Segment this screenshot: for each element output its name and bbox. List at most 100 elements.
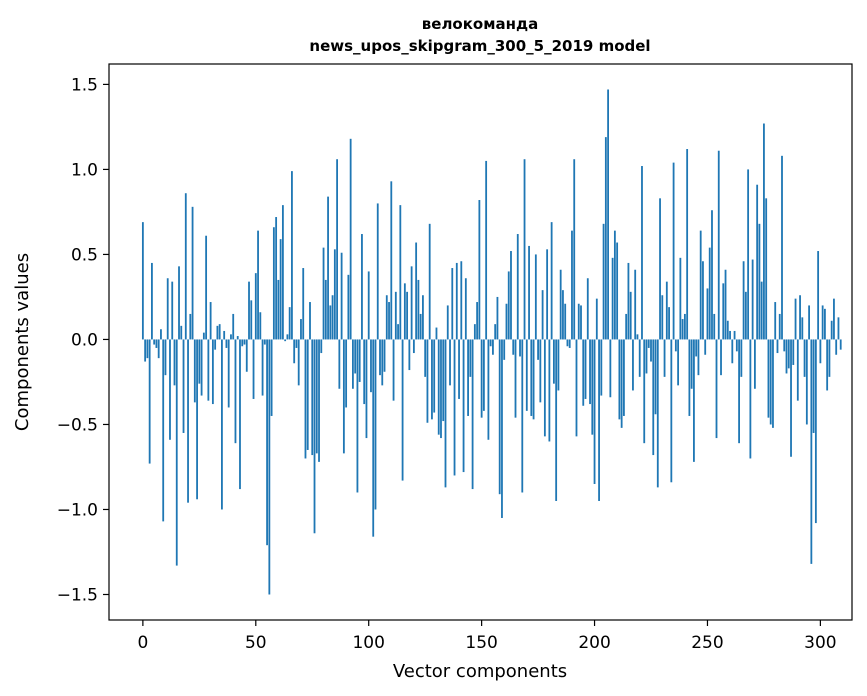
bar [284, 339, 287, 342]
bar [792, 339, 795, 365]
bar [600, 339, 603, 396]
bar [412, 339, 415, 354]
bar [731, 339, 734, 364]
bar [489, 339, 492, 347]
bar [268, 339, 271, 595]
bar [724, 269, 727, 340]
bar [297, 339, 300, 386]
bar [191, 206, 194, 340]
bar [740, 339, 743, 377]
bar [580, 305, 582, 340]
bar [826, 339, 829, 391]
bar [322, 247, 325, 340]
bar [760, 281, 763, 340]
bar [214, 339, 217, 350]
bar [598, 339, 600, 501]
bar [602, 223, 605, 340]
x-tick-label: 0 [137, 633, 148, 653]
bar [243, 339, 246, 345]
bar [340, 252, 343, 340]
bar [187, 339, 189, 503]
bar [211, 339, 214, 405]
bar [708, 247, 711, 340]
bar [207, 339, 210, 401]
bar [552, 339, 555, 384]
bar [729, 330, 731, 340]
bar [349, 138, 352, 340]
bar [428, 223, 431, 340]
bar [494, 324, 497, 340]
bar [516, 234, 519, 340]
bar [803, 339, 806, 377]
bar [690, 339, 693, 389]
bar [722, 283, 725, 340]
bar [232, 313, 235, 340]
bar [699, 230, 702, 340]
bar [593, 339, 596, 484]
bar [230, 334, 232, 340]
bar [591, 339, 594, 435]
bar [783, 339, 786, 352]
bar [663, 339, 666, 377]
bar [291, 171, 293, 340]
bar [618, 339, 621, 420]
bar [532, 339, 535, 420]
bar [525, 339, 528, 411]
bar [814, 339, 817, 524]
bar [370, 339, 372, 393]
bar [785, 339, 788, 374]
bar [462, 339, 465, 473]
x-tick-label: 200 [578, 633, 610, 653]
bar [638, 339, 641, 377]
bar [250, 300, 253, 340]
bar [772, 339, 774, 428]
bar [342, 339, 345, 454]
bar [756, 184, 759, 340]
bar [171, 281, 174, 340]
bar [781, 155, 783, 340]
bar [747, 169, 750, 340]
bar [819, 339, 822, 364]
bar [801, 317, 804, 340]
bar [717, 150, 720, 340]
bar [286, 334, 289, 340]
bar [835, 339, 838, 355]
bar [609, 339, 612, 398]
x-axis: 0 50 100 150 200 250 300 [137, 620, 837, 653]
x-tick-label: 100 [352, 633, 384, 653]
bar [641, 166, 643, 340]
bar [392, 339, 395, 401]
bar [629, 291, 632, 340]
bar [604, 137, 607, 340]
bar [519, 339, 521, 357]
bar [311, 339, 314, 456]
bar [184, 193, 187, 340]
bar [216, 325, 219, 340]
bar [435, 327, 438, 340]
bar [704, 339, 707, 355]
bar [141, 222, 144, 340]
bar [810, 339, 813, 564]
bar [376, 203, 379, 340]
bar [458, 339, 460, 399]
bar [482, 339, 485, 411]
bar [259, 312, 262, 340]
bar [577, 303, 580, 340]
bar [279, 239, 282, 340]
bar [239, 339, 241, 490]
bar [444, 339, 447, 488]
bar [830, 320, 833, 340]
chart-subtitle: news_upos_skipgram_300_5_2019 model [309, 37, 650, 55]
bar [478, 200, 481, 340]
bar [193, 339, 196, 403]
bar [837, 317, 840, 340]
bar [304, 339, 307, 459]
bar [379, 339, 381, 376]
bar [431, 339, 433, 420]
bar [485, 160, 488, 340]
bar [254, 273, 257, 340]
bar [329, 305, 332, 340]
bar [394, 291, 397, 340]
bar [306, 339, 309, 450]
bar [374, 339, 377, 510]
